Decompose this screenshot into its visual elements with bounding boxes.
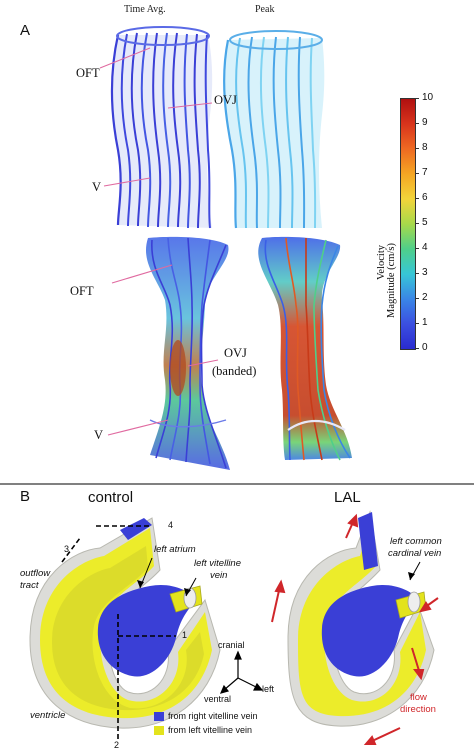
column-header-peak: Peak: [255, 4, 275, 15]
label-outflow-tract-2: tract: [20, 580, 39, 591]
colorbar-tick-label: 7: [422, 167, 428, 178]
control-heart-model: [29, 517, 221, 729]
label-left-vitelline-vein-1: left vitelline: [194, 558, 241, 569]
title-lal: LAL: [334, 489, 361, 506]
colorbar-tick-mark: [415, 123, 419, 124]
label-left-common-cardinal-1: left common: [390, 536, 442, 547]
colorbar-title-line2: Magnitude (cm/s): [386, 243, 397, 318]
colorbar-tick-mark: [415, 248, 419, 249]
label-left-atrium: left atrium: [154, 544, 196, 555]
colorbar-tick-label: 6: [422, 192, 428, 203]
label-left-common-cardinal-2: cardinal vein: [388, 548, 442, 559]
column-header-time-avg: Time Avg.: [124, 4, 166, 15]
label-direction: direction: [400, 704, 436, 715]
lal-heart-model: [287, 510, 435, 727]
colorbar-tick-label: 0: [422, 342, 428, 353]
label-oft-top: OFT: [76, 66, 100, 80]
colorbar-tick-mark: [415, 348, 419, 349]
streamlines-peak-banded: [258, 236, 352, 461]
title-control: control: [88, 489, 134, 506]
label-ventricle: ventricle: [30, 710, 66, 721]
colorbar-tick-mark: [415, 98, 419, 99]
label-left-vitelline-vein-2: vein: [210, 570, 228, 581]
colorbar-tick-mark: [415, 273, 419, 274]
label-ovj-top: OVJ: [214, 93, 237, 107]
orientation-axes-arrows: [219, 650, 264, 694]
label-oft-bottom: OFT: [70, 284, 94, 298]
axis-ventral: ventral: [204, 694, 232, 704]
cut-number-3: 3: [64, 544, 70, 554]
cut-number-1: 1: [182, 630, 188, 640]
streamlines-peak-normal: [223, 30, 325, 229]
panel-a-pointer-lines: [99, 47, 219, 436]
cut-number-4: 4: [168, 520, 174, 530]
colorbar-tick-label: 5: [422, 217, 428, 228]
colorbar-tick-label: 3: [422, 267, 428, 278]
colorbar-tick-mark: [415, 198, 419, 199]
colorbar-tick-label: 4: [422, 242, 428, 253]
label-v-bottom: V: [94, 428, 104, 442]
label-v-top: V: [92, 180, 102, 194]
axis-cranial: cranial: [218, 640, 245, 650]
colorbar-tick-label: 1: [422, 317, 428, 328]
panel-b-letter: B: [20, 488, 31, 505]
colorbar-tick-mark: [415, 173, 419, 174]
legend-swatch-left-vitelline: [154, 726, 164, 735]
colorbar-tick-label: 10: [422, 92, 434, 103]
colorbar-tick-label: 9: [422, 117, 428, 128]
colorbar-tick-mark: [415, 223, 419, 224]
streamlines-time-avg-banded: [145, 236, 230, 470]
colorbar: [400, 98, 416, 350]
axis-left: left: [262, 684, 275, 694]
colorbar-tick-mark: [415, 148, 419, 149]
panel-b-pointer-heads: [137, 572, 415, 596]
colorbar-tick-label: 2: [422, 292, 428, 303]
label-ovj-banded: (banded): [212, 364, 257, 378]
label-ovj-bottom: OVJ: [224, 346, 247, 360]
colorbar-tick-mark: [415, 298, 419, 299]
label-outflow-tract-1: outflow: [20, 568, 51, 579]
legend-right-vitelline: from right vitelline vein: [168, 711, 258, 721]
control-section-cut-lines: [61, 525, 176, 740]
flow-direction-arrows: [271, 513, 439, 745]
label-flow: flow: [410, 692, 427, 703]
cut-number-2: 2: [114, 740, 120, 750]
legend-left-vitelline: from left vitelline vein: [168, 725, 253, 735]
colorbar-tick-label: 8: [422, 142, 428, 153]
legend-swatch-right-vitelline: [154, 712, 164, 721]
panel-a-letter: A: [20, 22, 31, 39]
colorbar-tick-mark: [415, 323, 419, 324]
